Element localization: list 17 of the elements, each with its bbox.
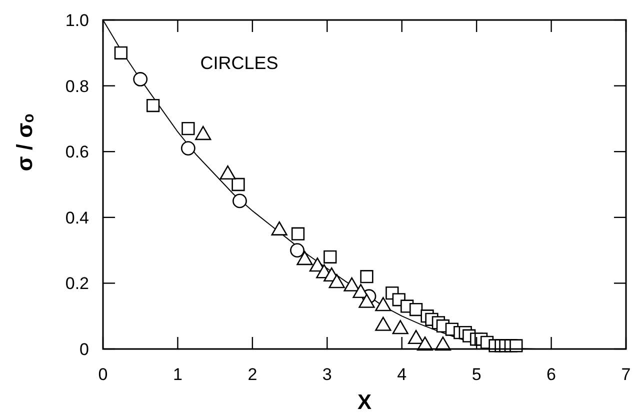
x-tick-label: 6 (546, 365, 556, 384)
x-tick-label: 4 (397, 365, 407, 384)
x-tick-label: 7 (621, 365, 631, 384)
annotation: CIRCLES (200, 53, 278, 74)
x-tick-label: 2 (248, 365, 258, 384)
y-axis-title: σ / σₒ (12, 114, 37, 172)
y-tick-label: 0.4 (65, 208, 89, 228)
y-tick-label: 1.0 (65, 10, 89, 30)
x-axis-title: X (357, 391, 372, 414)
y-tick-label: 0.8 (65, 76, 89, 96)
y-tick-label: 0.2 (65, 274, 89, 294)
y-tick-label: 0.6 (65, 142, 89, 162)
x-tick-label: 5 (472, 365, 482, 384)
y-tick-label: 0 (80, 340, 89, 359)
x-tick-label: 0 (98, 365, 108, 384)
x-tick-label: 1 (172, 365, 182, 384)
x-tick-label: 3 (322, 365, 332, 384)
